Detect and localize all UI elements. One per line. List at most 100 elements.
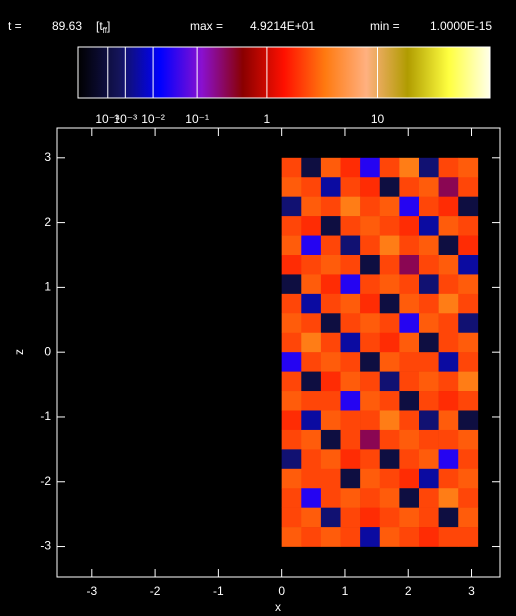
y-tick-label: -3: [40, 539, 51, 553]
heatmap-cell: [379, 391, 400, 411]
heatmap-cell: [379, 313, 400, 334]
heatmap-cell: [399, 507, 420, 528]
heatmap-cell: [458, 235, 479, 256]
heatmap-cell: [281, 332, 302, 353]
heatmap-cell: [360, 410, 381, 431]
heatmap-cell: [360, 332, 381, 353]
heatmap-cell: [340, 488, 361, 508]
heatmap-cell: [301, 235, 322, 256]
heatmap-cell: [281, 410, 302, 431]
unit-open: [t: [96, 19, 103, 33]
heatmap-cell: [340, 235, 361, 256]
heatmap-cell: [340, 429, 361, 450]
x-tick-label: 1: [342, 584, 349, 598]
heatmap-cell: [438, 196, 459, 217]
heatmap-cell: [360, 391, 381, 411]
colorbar: [78, 47, 490, 98]
heatmap-cell: [438, 216, 459, 236]
y-tick-label: -1: [40, 409, 51, 423]
heatmap-cell: [379, 507, 400, 528]
heatmap-cell: [281, 216, 302, 236]
heatmap-cell: [360, 429, 381, 450]
heatmap-cell: [458, 196, 479, 217]
heatmap-cell: [458, 352, 479, 372]
heatmap-cell: [301, 371, 322, 392]
heatmap-cell: [320, 293, 341, 314]
heatmap-cell: [320, 313, 341, 334]
heatmap-cell: [301, 313, 322, 334]
heatmap-cell: [360, 527, 381, 547]
heatmap-cell: [281, 274, 302, 295]
colorbar-frame: [77, 46, 491, 99]
heatmap-cell: [320, 507, 341, 528]
x-axis-label: x: [275, 600, 281, 614]
heatmap-cell: [360, 254, 381, 275]
heatmap-cell: [360, 468, 381, 489]
heatmap-cell: [340, 507, 361, 528]
heatmap-cell: [418, 216, 439, 236]
heatmap-cell: [399, 429, 420, 450]
time-label: t =: [8, 19, 22, 33]
heatmap-cell: [281, 429, 302, 450]
heatmap-cell: [379, 488, 400, 508]
heatmap-cell: [438, 177, 459, 197]
heatmap-cell: [301, 196, 322, 217]
heatmap-cell: [320, 177, 341, 197]
heatmap-cell: [418, 410, 439, 431]
y-tick-label: 1: [44, 280, 51, 294]
heatmap-cell: [379, 216, 400, 236]
heatmap-cell: [418, 352, 439, 372]
heatmap-cell: [458, 371, 479, 392]
heatmap-cell: [379, 157, 400, 178]
heatmap-cell: [360, 274, 381, 295]
heatmap-cell: [340, 449, 361, 470]
heatmap-cell: [399, 196, 420, 217]
heatmap-cell: [281, 507, 302, 528]
heatmap-cell: [301, 488, 322, 508]
heatmap-cell: [379, 196, 400, 217]
heatmap-cell: [458, 391, 479, 411]
heatmap-cell: [438, 391, 459, 411]
heatmap-cell: [438, 527, 459, 547]
heatmap-cell: [399, 157, 420, 178]
heatmap-cell: [458, 507, 479, 528]
heatmap-cell: [301, 216, 322, 236]
colorbar-tick-label: 10⁻¹: [185, 112, 209, 126]
heatmap-cell: [399, 371, 420, 392]
heatmap-cell: [379, 468, 400, 489]
heatmap-cell: [379, 293, 400, 314]
heatmap-cell: [379, 177, 400, 197]
heatmap-cell: [301, 274, 322, 295]
y-tick-label: 0: [44, 344, 51, 358]
heatmap-cell: [320, 527, 341, 547]
heatmap-cell: [438, 410, 459, 431]
heatmap-cell: [340, 293, 361, 314]
heatmap-cell: [320, 468, 341, 489]
heatmap-cell: [458, 293, 479, 314]
unit-sub: ff: [103, 26, 108, 35]
heatmap-cell: [360, 507, 381, 528]
max-value: 4.9214E+01: [250, 19, 315, 33]
heatmap-cell: [340, 196, 361, 217]
heatmap-cell: [399, 274, 420, 295]
heatmap-cell: [320, 352, 341, 372]
colorbar-tick-label: 10⁻²: [141, 112, 165, 126]
heatmap-cell: [340, 216, 361, 236]
x-tick-label: 3: [468, 584, 475, 598]
max-label: max =: [190, 19, 223, 33]
heatmap-cell: [301, 293, 322, 314]
heatmap-cell: [438, 235, 459, 256]
heatmap-cell: [438, 274, 459, 295]
heatmap-cell: [418, 157, 439, 178]
min-label: min =: [370, 19, 400, 33]
heatmap-cell: [340, 391, 361, 411]
heatmap-cell: [399, 468, 420, 489]
time-value: 89.63: [52, 19, 82, 33]
x-tick-label: -2: [150, 584, 161, 598]
heatmap-cell: [340, 254, 361, 275]
heatmap-cell: [320, 157, 341, 178]
heatmap-cell: [438, 352, 459, 372]
heatmap-cell: [399, 410, 420, 431]
heatmap-cell: [418, 274, 439, 295]
heatmap-cell: [301, 157, 322, 178]
